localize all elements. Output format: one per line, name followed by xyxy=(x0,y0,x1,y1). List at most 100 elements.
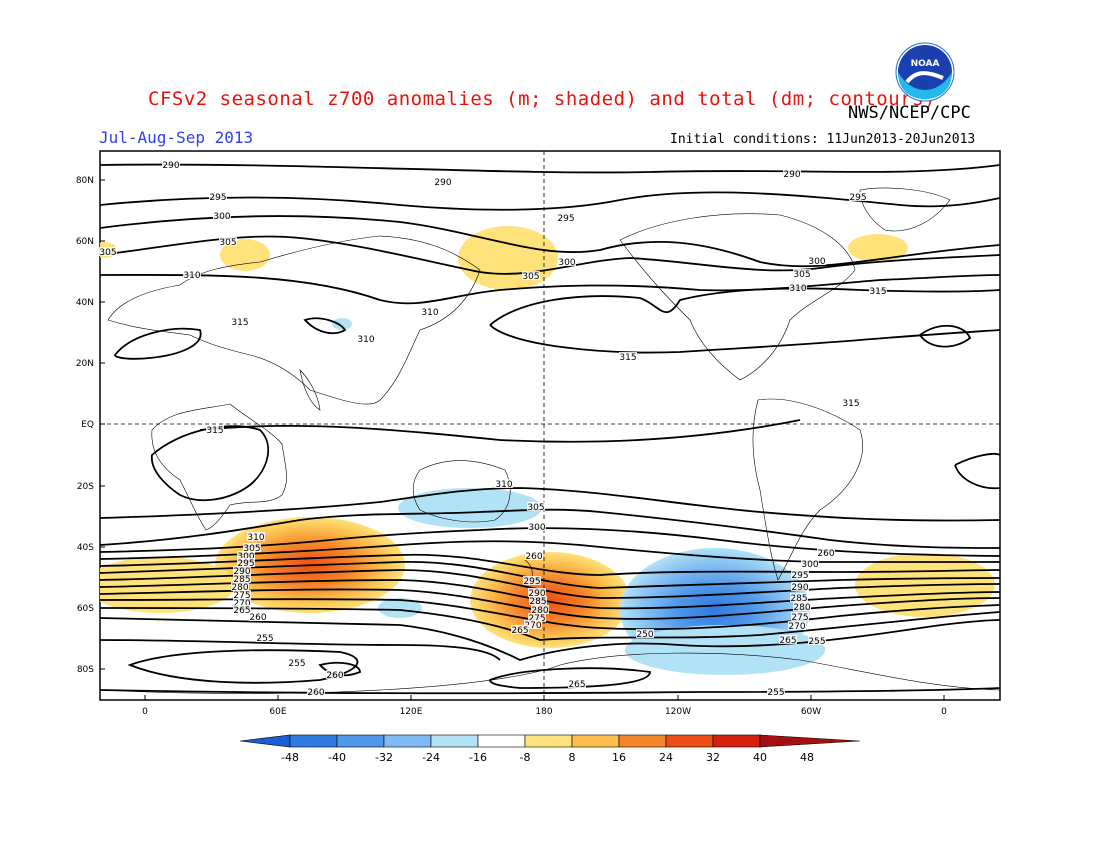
contour-label-bg xyxy=(233,605,251,614)
contour-label: 310 xyxy=(183,271,200,281)
contour-label: 285 xyxy=(790,594,807,604)
contour-label-bg xyxy=(495,479,513,488)
contour-255-south xyxy=(100,617,1000,661)
contour-label: 265 xyxy=(779,636,796,646)
lat-tick-label: 60S xyxy=(77,604,94,614)
contour-label-bg xyxy=(791,570,809,579)
anomaly-negative-tibet xyxy=(332,318,352,330)
colorbar-swatch xyxy=(712,734,761,748)
contour-305 xyxy=(100,235,1000,275)
contour-label-bg xyxy=(99,247,117,256)
contour-label: 265 xyxy=(511,626,528,636)
lon-tick-label: 0 xyxy=(941,707,947,717)
colorbar-label: -24 xyxy=(422,751,440,764)
contour-label: 270 xyxy=(233,599,250,609)
contour-label-bg xyxy=(808,636,826,645)
contour-label-bg xyxy=(568,679,586,688)
contour-280-south xyxy=(100,569,1000,599)
lat-tick-label: 80S xyxy=(77,665,94,675)
contour-label: 260 xyxy=(817,549,834,559)
lon-tick-label: 0 xyxy=(142,707,148,717)
contour-label: 255 xyxy=(288,659,305,669)
lat-tick-label: 40N xyxy=(76,298,94,308)
contour-label: 280 xyxy=(231,583,248,593)
contour-label: 270 xyxy=(788,622,805,632)
contour-label-bg xyxy=(523,576,541,585)
contour-315-pacific xyxy=(489,324,1000,354)
contour-315-asia xyxy=(114,327,202,360)
contour-label: 255 xyxy=(767,688,784,698)
contour-label: 255 xyxy=(808,637,825,647)
contour-255-antarctic xyxy=(100,687,1000,695)
lat-tick-label: EQ xyxy=(81,420,94,430)
contour-label: 275 xyxy=(528,614,545,624)
contour-label-bg xyxy=(528,522,546,531)
contour-label: 260 xyxy=(525,552,542,562)
contour-label: 295 xyxy=(237,559,254,569)
contour-290-south xyxy=(100,553,1000,576)
contour-label: 295 xyxy=(523,577,540,587)
contour-label: 290 xyxy=(528,589,545,599)
contour-label-bg xyxy=(209,192,227,201)
contour-label-bg xyxy=(779,635,797,644)
contour-label-bg xyxy=(558,257,576,266)
lat-tick-label: 80N xyxy=(76,176,94,186)
height-contours xyxy=(100,163,1000,695)
contour-label: 275 xyxy=(791,613,808,623)
contour-label-bg xyxy=(233,590,251,599)
lat-tick-label: 40S xyxy=(77,543,94,553)
colorbar-label: -40 xyxy=(328,751,346,764)
contour-315-atlantic xyxy=(918,324,972,348)
colorbar-arrow-left xyxy=(239,734,291,748)
colorbar-label: 48 xyxy=(800,751,814,764)
contour-label-bg xyxy=(788,621,806,630)
contour-label: 315 xyxy=(206,426,223,436)
contour-label-bg xyxy=(869,286,887,295)
lon-tick-label: 60W xyxy=(801,707,821,717)
contour-250-ring xyxy=(489,667,651,689)
contour-label-bg xyxy=(243,543,261,552)
contour-label-bg xyxy=(842,398,860,407)
contour-label: 260 xyxy=(249,613,266,623)
contour-label: 265 xyxy=(233,606,250,616)
contour-label-bg xyxy=(206,425,224,434)
colorbar-swatch xyxy=(289,734,338,748)
contour-label: 305 xyxy=(522,272,539,282)
contour-label: 290 xyxy=(162,161,179,171)
contour-label: 275 xyxy=(233,591,250,601)
contour-label-bg xyxy=(557,213,575,222)
contour-label-bg xyxy=(307,687,325,696)
colorbar-swatch xyxy=(571,734,620,748)
contour-label: 310 xyxy=(789,284,806,294)
contour-label: 250 xyxy=(636,630,653,640)
agency-label: NWS/NCEP/CPC xyxy=(848,103,971,123)
contour-label: 280 xyxy=(531,606,548,616)
contour-label: 260 xyxy=(326,671,343,681)
colorbar-swatch xyxy=(665,734,714,748)
contour-label: 310 xyxy=(421,308,438,318)
contour-310 xyxy=(100,274,1000,305)
contour-label-bg xyxy=(522,271,540,280)
contour-label-bg xyxy=(231,582,249,591)
lon-tick-label: 180 xyxy=(535,707,552,717)
contour-label-bg xyxy=(233,598,251,607)
contour-label-bg xyxy=(528,588,546,597)
contour-label-bg xyxy=(162,160,180,169)
anomaly-positive-south-pacific-180 xyxy=(470,552,630,648)
contour-label-bg xyxy=(789,283,807,292)
contour-label-bg xyxy=(817,548,835,557)
contour-label: 270 xyxy=(524,621,541,631)
anomaly-positive-europe xyxy=(220,239,270,271)
contour-label-bg xyxy=(790,593,808,602)
contour-label-bg xyxy=(528,613,546,622)
contour-label: 315 xyxy=(842,399,859,409)
coastline-south-america xyxy=(752,398,863,581)
colorbar-label: 24 xyxy=(659,751,673,764)
contour-300 xyxy=(100,215,1000,268)
anomaly-negative-australia xyxy=(398,488,542,528)
colorbar-label: 8 xyxy=(569,751,576,764)
contour-260-south xyxy=(100,607,1000,641)
contour-label: 295 xyxy=(209,193,226,203)
